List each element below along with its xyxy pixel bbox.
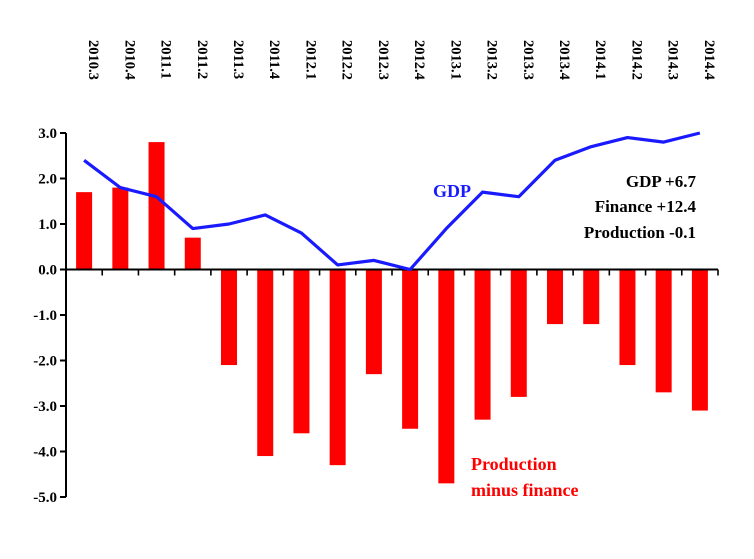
summary-gdp: GDP +6.7 (626, 172, 697, 191)
bar-2011.1 (148, 142, 165, 270)
x-ticks (65, 269, 719, 276)
bar-2010.4 (112, 187, 129, 270)
bar-2014.3 (655, 269, 672, 393)
category-labels: 2010.3 2010.4 2011.1 2011.2 2011.3 2011.4 2012… (85, 40, 717, 80)
bar-2014.2 (619, 269, 636, 366)
category-label-2011.4: 2011.4 (266, 40, 282, 79)
y-tick-label: -4.0 (33, 445, 57, 461)
bar-2012.1 (293, 269, 310, 434)
category-label-2013.4: 2013.4 (556, 40, 572, 80)
category-label-2012.2: 2012.2 (339, 40, 355, 80)
bar-2014.4 (691, 269, 708, 411)
category-label-2013.3: 2013.3 (520, 40, 536, 80)
category-label-2010.3: 2010.3 (85, 40, 101, 80)
bar-2012.4 (402, 269, 419, 429)
bar-2013.3 (510, 269, 527, 397)
bar-2011.4 (257, 269, 274, 457)
y-tick-label: -5.0 (33, 490, 57, 506)
category-label-2012.4: 2012.4 (411, 40, 427, 80)
y-ticks: 3.0 2.0 1.0 0.0 -1.0 -2.0 -3.0 -4.0 -5.0 (33, 126, 66, 506)
category-label-2013.1: 2013.1 (447, 40, 463, 80)
category-label-2014.4: 2014.4 (701, 40, 717, 80)
bar-2014.1 (583, 269, 600, 325)
bar-2011.2 (184, 237, 201, 270)
summary-production: Production -0.1 (584, 223, 696, 242)
category-label-2012.3: 2012.3 (375, 40, 391, 80)
category-label-2014.3: 2014.3 (665, 40, 681, 80)
y-tick-label: 3.0 (38, 126, 57, 142)
y-tick-label: 1.0 (38, 217, 57, 233)
bar-2010.3 (76, 192, 93, 270)
y-tick-label: 2.0 (38, 172, 57, 188)
y-tick-label: 0.0 (38, 263, 57, 279)
category-label-2014.1: 2014.1 (592, 40, 608, 80)
bar-2013.2 (474, 269, 491, 420)
bar-2012.3 (365, 269, 382, 375)
bar-series (76, 142, 708, 484)
category-label-2013.2: 2013.2 (484, 40, 500, 80)
y-tick-label: -2.0 (33, 354, 57, 370)
bar-2013.1 (438, 269, 455, 484)
category-label-2012.1: 2012.1 (302, 40, 318, 80)
bar-2011.3 (221, 269, 237, 366)
y-tick-label: -3.0 (33, 399, 57, 415)
y-tick-label: -1.0 (33, 308, 57, 324)
summary-finance: Finance +12.4 (595, 197, 697, 216)
category-label-2011.2: 2011.2 (194, 40, 210, 79)
category-label-2014.2: 2014.2 (628, 40, 644, 80)
gdp-series-label: GDP (433, 181, 471, 201)
category-label-2010.4: 2010.4 (121, 40, 137, 80)
category-label-2011.1: 2011.1 (158, 40, 174, 79)
production-label-line1: Production (471, 454, 557, 474)
bar-2013.4 (547, 269, 563, 325)
bar-2012.2 (329, 269, 346, 466)
category-label-2011.3: 2011.3 (230, 40, 246, 79)
production-label-line2: minus finance (471, 480, 579, 500)
gdp-line (83, 131, 701, 272)
